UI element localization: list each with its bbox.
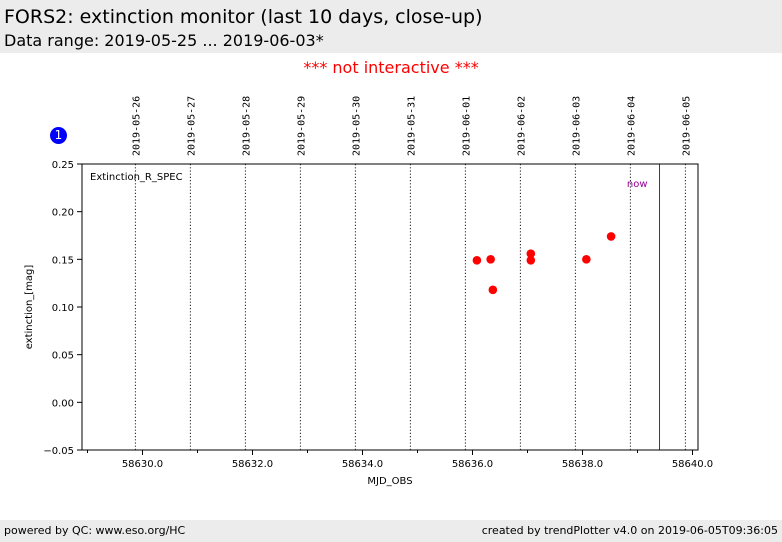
y-tick-label: 0.15 <box>52 255 74 266</box>
x-tick-label: 58634.0 <box>342 459 383 470</box>
page-title: FORS2: extinction monitor (last 10 days,… <box>4 6 483 28</box>
date-label: 2019-06-02 <box>516 96 527 156</box>
x-tick-label: 58636.0 <box>452 459 493 470</box>
x-tick-label: 58640.0 <box>672 459 713 470</box>
data-point <box>486 255 495 264</box>
date-label: 2019-05-29 <box>296 96 307 156</box>
x-tick-label: 58630.0 <box>122 459 163 470</box>
data-point <box>606 232 616 241</box>
y-axis-label: extinction_[mag] <box>24 265 35 350</box>
footer-credit[interactable]: powered by QC: www.eso.org/HC <box>4 524 186 537</box>
data-point <box>472 255 482 265</box>
header-bar: FORS2: extinction monitor (last 10 days,… <box>0 0 782 53</box>
x-tick-label: 58638.0 <box>562 459 603 470</box>
y-tick-label: 0.05 <box>52 351 74 362</box>
series-label: Extinction_R_SPEC <box>90 172 183 183</box>
data-point <box>526 249 536 258</box>
date-label: 2019-06-03 <box>571 96 582 156</box>
date-label: 2019-05-28 <box>241 96 252 156</box>
info-icon[interactable]: 1 <box>50 127 67 144</box>
y-tick-label: 0.00 <box>52 398 74 409</box>
date-label: 2019-06-04 <box>626 96 637 156</box>
y-tick-label: 0.20 <box>52 208 74 219</box>
y-tick-label: 0.10 <box>52 303 74 314</box>
data-point <box>582 255 591 264</box>
date-label: 2019-06-01 <box>461 96 472 156</box>
plot-frame <box>81 163 699 451</box>
date-label: 2019-05-31 <box>406 96 417 156</box>
data-point <box>488 285 498 295</box>
date-label: 2019-05-27 <box>186 96 197 156</box>
footer-bar: powered by QC: www.eso.org/HC created by… <box>0 520 782 542</box>
date-label: 2019-05-30 <box>351 96 362 156</box>
data-point <box>526 255 536 265</box>
date-label: 2019-06-05 <box>681 96 692 156</box>
now-label: now <box>627 179 648 190</box>
page-subtitle: Data range: 2019-05-25 ... 2019-06-03* <box>4 31 324 50</box>
y-tick-label: 0.25 <box>52 160 74 171</box>
x-tick-label: 58632.0 <box>232 459 273 470</box>
x-axis-label: MJD_OBS <box>367 476 412 487</box>
date-label: 2019-05-26 <box>131 96 142 156</box>
footer-created: created by trendPlotter v4.0 on 2019-06-… <box>481 524 778 537</box>
y-tick-label: −0.05 <box>43 446 74 457</box>
not-interactive-notice: *** not interactive *** <box>303 58 479 77</box>
